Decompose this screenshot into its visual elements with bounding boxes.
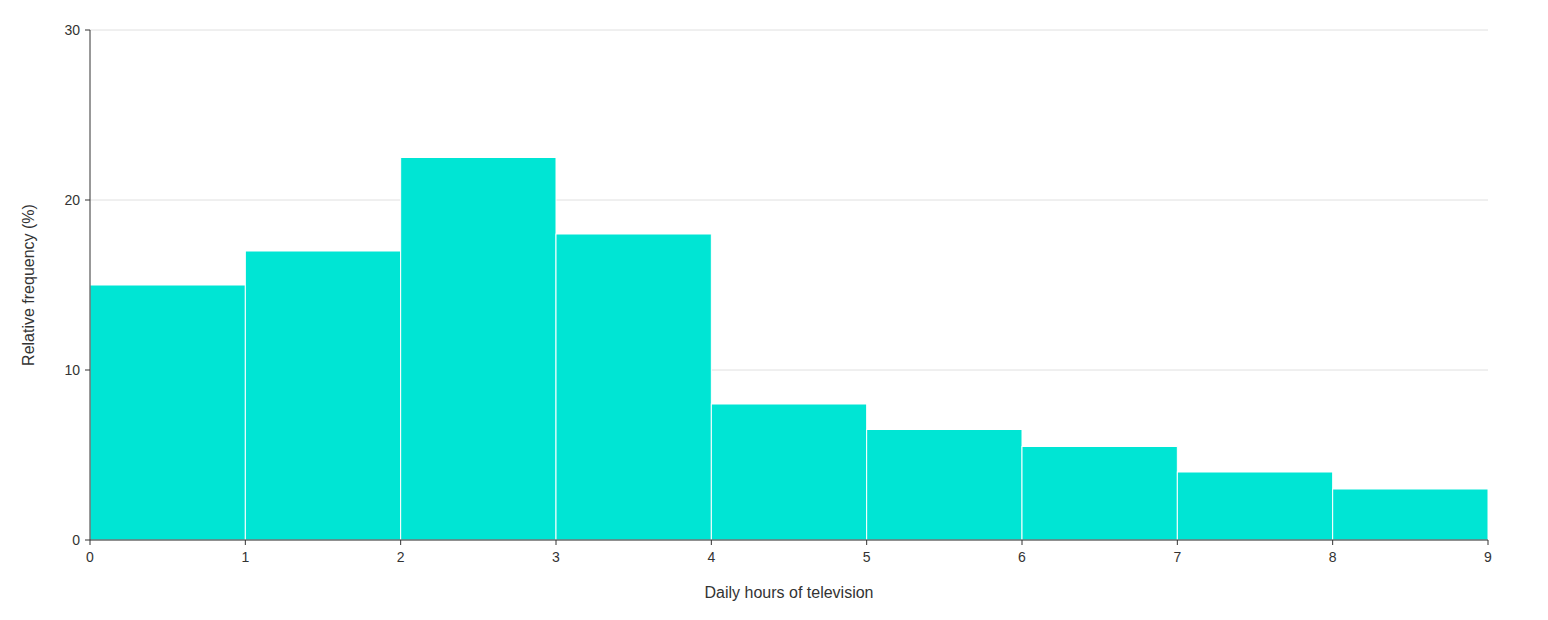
x-tick-label: 2: [397, 549, 405, 565]
y-axis-label: Relative frequency (%): [20, 204, 37, 366]
bar: [556, 234, 711, 540]
x-tick: [1488, 540, 1489, 545]
x-tick: [400, 540, 401, 545]
bar: [867, 430, 1022, 541]
y-tick: [85, 370, 90, 371]
x-tick-label: 9: [1484, 549, 1492, 565]
bar: [1177, 472, 1332, 540]
x-tick: [1022, 540, 1023, 545]
chart-svg: 0 1 2 3 4 5 6 7 8 9 0 10 20 30 Daily hours of televisi…: [0, 0, 1548, 620]
axes: 0 1 2 3 4 5 6 7 8 9 0 10 20 30: [64, 22, 1492, 565]
bar: [711, 404, 866, 540]
grid-line: [90, 540, 1488, 541]
y-tick: [85, 30, 90, 31]
y-tick: [85, 200, 90, 201]
x-axis-line: [90, 540, 1488, 541]
bar: [1333, 489, 1488, 540]
x-tick-label: 5: [863, 549, 871, 565]
x-tick-label: 6: [1018, 549, 1026, 565]
y-tick-label: 0: [72, 532, 80, 548]
y-tick-label: 30: [64, 22, 80, 38]
bars: [90, 158, 1488, 541]
x-tick-label: 0: [86, 549, 94, 565]
x-tick-label: 1: [241, 549, 249, 565]
x-tick-label: 4: [707, 549, 715, 565]
x-axis-label: Daily hours of television: [705, 584, 874, 601]
x-tick: [866, 540, 867, 545]
x-tick: [1332, 540, 1333, 545]
x-tick: [556, 540, 557, 545]
bar: [245, 251, 400, 540]
x-tick: [90, 540, 91, 545]
y-axis-line: [90, 30, 91, 540]
grid-line: [90, 200, 1488, 201]
x-tick-label: 8: [1329, 549, 1337, 565]
grid: [90, 30, 1488, 540]
x-tick: [245, 540, 246, 545]
y-tick-label: 10: [64, 362, 80, 378]
chart-container: 0 1 2 3 4 5 6 7 8 9 0 10 20 30 Daily hours of televisi…: [0, 0, 1548, 620]
bar: [90, 285, 245, 540]
bar: [1022, 447, 1177, 541]
grid-line: [90, 30, 1488, 31]
x-tick: [1177, 540, 1178, 545]
x-tick-label: 7: [1173, 549, 1181, 565]
x-tick: [711, 540, 712, 545]
y-tick-label: 20: [64, 192, 80, 208]
x-tick-label: 3: [552, 549, 560, 565]
y-tick: [85, 540, 90, 541]
bar: [401, 158, 556, 541]
